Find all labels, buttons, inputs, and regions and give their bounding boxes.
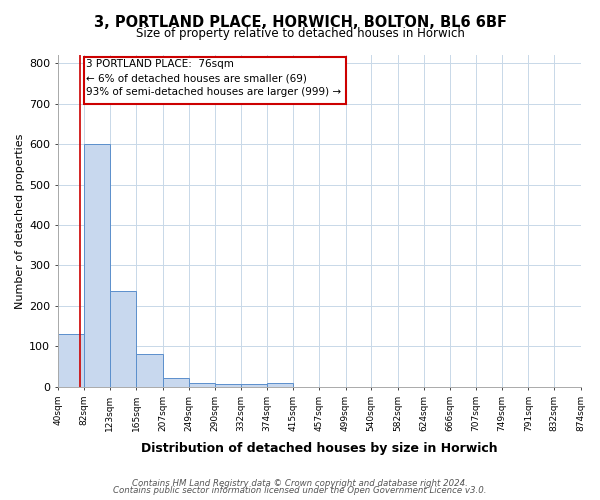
Text: Contains public sector information licensed under the Open Government Licence v3: Contains public sector information licen… xyxy=(113,486,487,495)
Bar xyxy=(241,384,267,387)
Text: Contains HM Land Registry data © Crown copyright and database right 2024.: Contains HM Land Registry data © Crown c… xyxy=(132,478,468,488)
Bar xyxy=(136,354,163,387)
X-axis label: Distribution of detached houses by size in Horwich: Distribution of detached houses by size … xyxy=(141,442,497,455)
Text: Size of property relative to detached houses in Horwich: Size of property relative to detached ho… xyxy=(136,28,464,40)
Bar xyxy=(58,334,84,387)
Text: 3, PORTLAND PLACE, HORWICH, BOLTON, BL6 6BF: 3, PORTLAND PLACE, HORWICH, BOLTON, BL6 … xyxy=(94,15,506,30)
Bar xyxy=(267,383,293,387)
Bar xyxy=(163,378,189,387)
Bar xyxy=(84,144,110,387)
Bar xyxy=(110,291,136,387)
Bar xyxy=(215,384,241,387)
Text: 3 PORTLAND PLACE:  76sqm
← 6% of detached houses are smaller (69)
93% of semi-de: 3 PORTLAND PLACE: 76sqm ← 6% of detached… xyxy=(86,59,341,97)
Y-axis label: Number of detached properties: Number of detached properties xyxy=(15,133,25,308)
Bar xyxy=(189,383,215,387)
Bar xyxy=(83,57,346,104)
